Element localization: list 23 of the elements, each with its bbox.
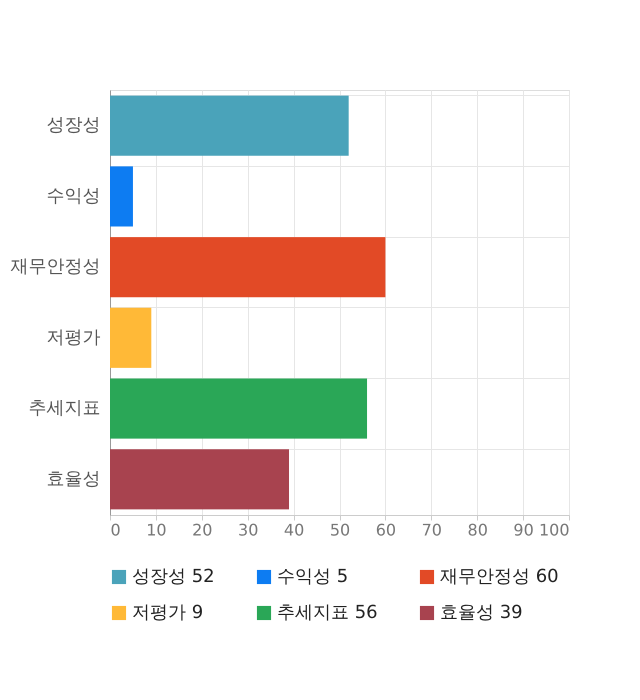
legend-label: 수익성 5 <box>277 566 348 587</box>
x-tick-label: 60 <box>376 520 396 540</box>
x-tick-label: 30 <box>238 520 258 540</box>
y-tick-label: 효율성 <box>46 468 100 490</box>
x-tick-label: 20 <box>192 520 212 540</box>
x-tick-label: 10 <box>146 520 167 540</box>
x-tick-label: 80 <box>468 520 488 540</box>
x-tick-label: 50 <box>330 520 350 540</box>
legend-label: 성장성 52 <box>132 566 215 587</box>
y-tick-label: 재무안정성 <box>10 256 100 278</box>
legend-label: 효율성 39 <box>440 602 523 623</box>
x-tick-label: 0 <box>110 520 121 540</box>
x-tick-label: 100 <box>538 520 570 540</box>
x-tick-label: 90 <box>513 520 534 540</box>
x-tick-label: 70 <box>422 520 442 540</box>
y-tick-label: 수익성 <box>46 185 100 206</box>
x-tick-label: 40 <box>284 520 304 540</box>
legend-label: 저평가 9 <box>132 602 204 623</box>
y-tick-label: 성장성 <box>46 114 100 136</box>
legend-label: 추세지표 56 <box>277 602 378 623</box>
y-tick-label: 저평가 <box>46 326 100 348</box>
y-tick-label: 추세지표 <box>28 398 100 419</box>
legend-label: 재무안정성 60 <box>440 566 559 587</box>
